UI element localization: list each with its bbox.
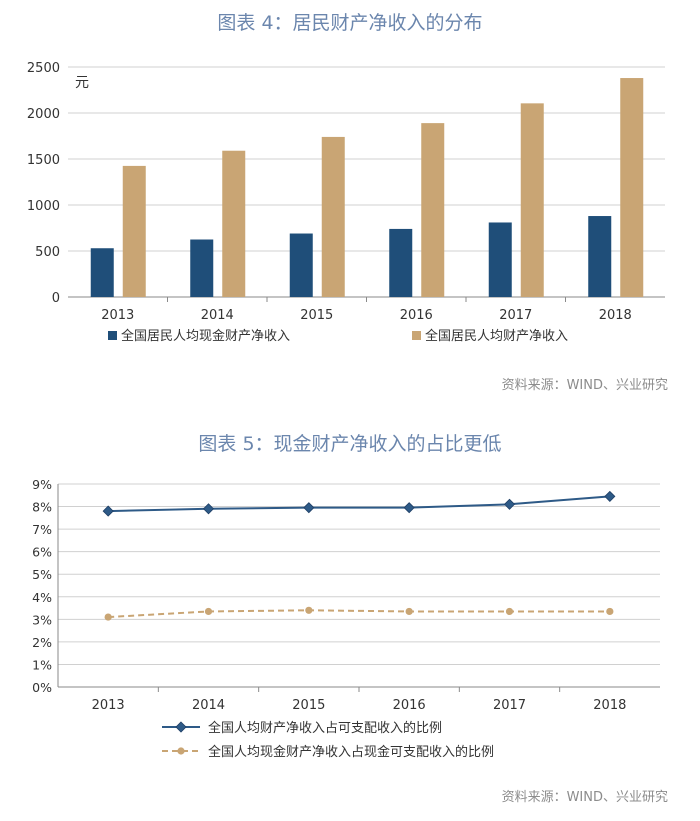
x-tick-label: 2013 [101,308,134,323]
legend-label: 全国居民人均财产净收入 [425,328,568,344]
bar-cash [90,248,114,297]
bar-cash [289,233,313,297]
legend-marker-total [175,721,187,733]
point-cash [505,607,514,616]
point-cash [104,613,112,621]
bar-total [222,150,246,297]
y-tick-label: 500 [35,245,60,260]
y-tick-label: 9% [32,477,52,492]
y-tick-label: 1500 [27,153,60,168]
chart2-source: 资料来源：WIND、兴业研究 [501,790,668,805]
x-tick-label: 2014 [201,308,234,323]
point-total [604,490,616,502]
series-line-total [108,495,610,513]
bar-total [620,78,644,297]
point-cash [204,607,213,616]
point-total [202,503,215,515]
bar-cash [488,222,512,297]
x-tick-label: 2015 [300,308,333,323]
y-tick-label: 0 [52,291,60,306]
bar-cash [588,216,612,297]
x-tick-label: 2016 [400,308,433,323]
x-tick-label: 2018 [593,698,626,713]
chart1-title: 图表 4：居民财产净收入的分布 [217,12,483,34]
y-tick-label: 2% [32,635,52,650]
bar-total [421,123,445,298]
y-tick-label: 1% [32,657,52,672]
y-tick-label: 1000 [27,199,60,214]
point-cash [305,606,313,614]
legend-label: 全国人均现金财产净收入占现金可支配收入的比例 [208,744,494,760]
y-tick-label: 5% [32,567,52,582]
point-total [102,505,114,517]
legend-label: 全国人均财产净收入占可支配收入的比例 [208,720,442,736]
legend-swatch-total [412,331,421,340]
x-tick-label: 2013 [92,698,125,713]
y-tick-label: 8% [32,500,52,515]
y-tick-label: 4% [32,590,52,605]
point-total [403,502,415,514]
y-unit-label: 元 [75,75,89,91]
y-tick-label: 0% [32,680,52,695]
x-tick-label: 2015 [292,698,325,713]
point-total [303,502,315,514]
point-cash [606,607,614,616]
bar-chart: 0 500 1000 1500 2000 2500 元 2013 2014 2015 2016 201… [27,61,665,344]
point-total [503,498,516,510]
chart1-source: 资料来源：WIND、兴业研究 [501,378,668,393]
x-tick-label: 2017 [499,308,532,323]
bar-total [520,103,544,297]
bar-cash [389,228,413,297]
y-tick-label: 3% [32,612,52,627]
bar-cash [190,239,214,297]
legend-label: 全国居民人均现金财产净收入 [121,328,290,344]
y-tick-label: 6% [32,545,52,560]
bar-total [122,165,146,297]
y-tick-label: 7% [32,522,52,537]
series-line-cash [108,609,610,619]
x-tick-label: 2017 [493,698,526,713]
bar-total [321,136,345,297]
y-tick-label: 2000 [27,107,60,122]
y-tick-label: 2500 [27,61,60,76]
chart2-title: 图表 5：现金财产净收入的占比更低 [198,433,502,455]
x-tick-label: 2016 [393,698,426,713]
legend-swatch-cash [108,331,117,340]
x-tick-label: 2018 [599,308,632,323]
legend-marker-cash [177,747,185,755]
x-tick-label: 2014 [192,698,225,713]
point-cash [405,607,413,616]
